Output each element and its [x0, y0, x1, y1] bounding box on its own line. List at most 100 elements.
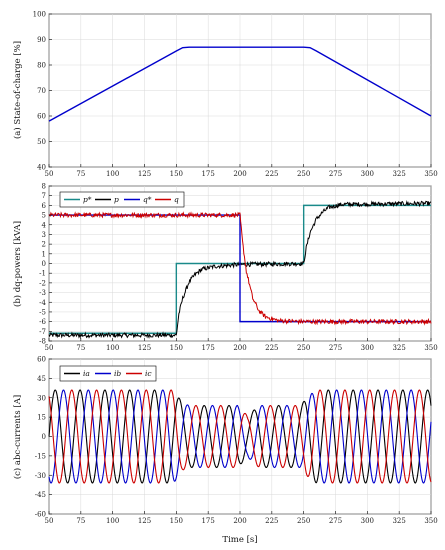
series-line-ia [48, 389, 432, 484]
y-tick-label: 100 [33, 11, 46, 19]
panel-b-x-ticks: 50 75 100 125 150 175 200 225 250 275 300 325 350 [45, 338, 438, 352]
x-tick-label: 250 [297, 344, 310, 352]
panel-a-grid [48, 13, 432, 168]
y-tick-label: 30 [37, 394, 46, 402]
x-tick-label: 125 [138, 344, 151, 352]
y-tick-label: -7 [39, 328, 46, 336]
y-tick-label: -3 [39, 289, 46, 297]
x-tick-label: 300 [361, 344, 374, 352]
x-tick-label: 325 [392, 170, 405, 178]
y-tick-label: 40 [37, 164, 46, 172]
x-tick-label: 150 [170, 170, 183, 178]
x-tick-label: 300 [361, 170, 374, 178]
y-tick-label: -15 [35, 452, 46, 460]
legend-label-ia: ia [83, 369, 90, 378]
panel-a-y-ticks: 40 50 60 70 80 90 100 [33, 11, 52, 172]
y-tick-label: -45 [35, 491, 46, 499]
y-tick-label: 90 [37, 36, 46, 44]
series-line-ib [48, 389, 432, 484]
y-tick-label: -6 [39, 318, 46, 326]
legend-label-q-star: q* [143, 195, 152, 204]
y-tick-label: 70 [37, 87, 46, 95]
x-tick-label: 250 [297, 170, 310, 178]
panel-b-y-ticks: -8 -7 -6 -5-4 -3 -2-1 0 12 3 45 6 78 [39, 183, 52, 346]
y-tick-label: 1 [42, 250, 46, 258]
x-tick-label: 200 [233, 344, 246, 352]
series-line-ic [48, 389, 432, 484]
y-tick-label: 15 [37, 414, 46, 422]
y-tick-label: -2 [39, 279, 46, 287]
panel-b-legend-box [59, 191, 185, 208]
panel-c-y-label: (c) abc-currents [A] [12, 395, 23, 479]
x-tick-label: 225 [265, 170, 278, 178]
legend-label-ic: ic [145, 369, 152, 378]
x-tick-label: 50 [45, 344, 54, 352]
y-tick-label: 8 [42, 183, 46, 191]
x-tick-label: 200 [233, 170, 246, 178]
x-tick-label: 275 [329, 344, 342, 352]
y-tick-label: -8 [39, 338, 46, 346]
x-tick-label: 225 [265, 517, 278, 525]
x-tick-label: 75 [76, 170, 85, 178]
x-tick-label: 125 [138, 517, 151, 525]
x-tick-label: 50 [45, 517, 54, 525]
series-line-soc [48, 46, 432, 122]
x-tick-label: 75 [76, 517, 85, 525]
series-line-q* [49, 214, 431, 323]
x-tick-label: 175 [201, 170, 214, 178]
panel-c-x-label: Time [s] [222, 535, 257, 545]
y-tick-label: 45 [37, 375, 46, 383]
panel-a-series [48, 46, 432, 122]
x-tick-label: 100 [106, 517, 119, 525]
x-tick-label: 350 [424, 344, 437, 352]
panel-a-x-ticks: 50 75 100 125 150 175 200 225 250 275 300 325 350 [45, 164, 438, 178]
y-tick-label: 2 [42, 241, 46, 249]
x-tick-label: 50 [45, 170, 54, 178]
y-tick-label: 60 [37, 356, 46, 364]
x-tick-label: 300 [361, 517, 374, 525]
x-tick-label: 150 [170, 517, 183, 525]
panel-c-grid [48, 358, 432, 515]
x-tick-label: 75 [76, 344, 85, 352]
y-tick-label: 0 [42, 433, 46, 441]
panel-b-series [48, 200, 432, 339]
y-tick-label: -5 [39, 308, 46, 316]
y-tick-label: 3 [42, 231, 46, 239]
panel-a-y-label: (a) State-of-charge [%] [12, 41, 23, 139]
x-tick-label: 125 [138, 170, 151, 178]
x-tick-label: 275 [329, 170, 342, 178]
y-tick-label: 80 [37, 62, 46, 70]
x-tick-label: 350 [424, 170, 437, 178]
panel-c-legend: ia ib ic [59, 365, 157, 382]
x-tick-label: 325 [392, 344, 405, 352]
y-tick-label: -60 [35, 511, 46, 519]
legend-label-p-star: p* [83, 195, 92, 204]
x-tick-label: 175 [201, 344, 214, 352]
y-tick-label: -4 [39, 299, 46, 307]
x-tick-label: 175 [201, 517, 214, 525]
y-tick-label: 0 [42, 260, 46, 268]
x-tick-label: 275 [329, 517, 342, 525]
panel-a-state-of-charge: 50 75 100 125 150 175 200 225 250 275 300 325 350 40… [12, 11, 438, 179]
x-tick-label: 150 [170, 344, 183, 352]
panel-c-y-ticks: -60 -45 -30 -15 0 15 30 45 60 [35, 356, 52, 519]
series-line-q [48, 211, 432, 326]
panel-c-abc-currents: 50 75 100 125 150 175 200 225 250 275 300 325 350 -6… [12, 356, 438, 546]
x-tick-label: 250 [297, 517, 310, 525]
y-tick-label: 6 [42, 202, 47, 210]
legend-label-p: p [114, 195, 119, 204]
panel-b-legend: p* p q* q [59, 191, 185, 208]
x-tick-label: 100 [106, 344, 119, 352]
y-tick-label: 7 [42, 192, 46, 200]
x-tick-label: 325 [392, 517, 405, 525]
y-tick-label: 4 [42, 221, 47, 229]
y-tick-label: 60 [37, 113, 46, 121]
panel-b-dq-powers: 50 75 100 125 150 175 200 225 250 275 300 325 350 -8… [12, 183, 438, 353]
panel-b-y-label: (b) dq-powers [kVA] [12, 221, 23, 307]
y-tick-label: -30 [35, 472, 46, 480]
y-tick-label: 5 [42, 212, 46, 220]
panel-c-series [48, 389, 432, 484]
y-tick-label: -1 [39, 270, 46, 278]
panel-c-x-ticks: 50 75 100 125 150 175 200 225 250 275 300 325 350 [45, 511, 438, 525]
